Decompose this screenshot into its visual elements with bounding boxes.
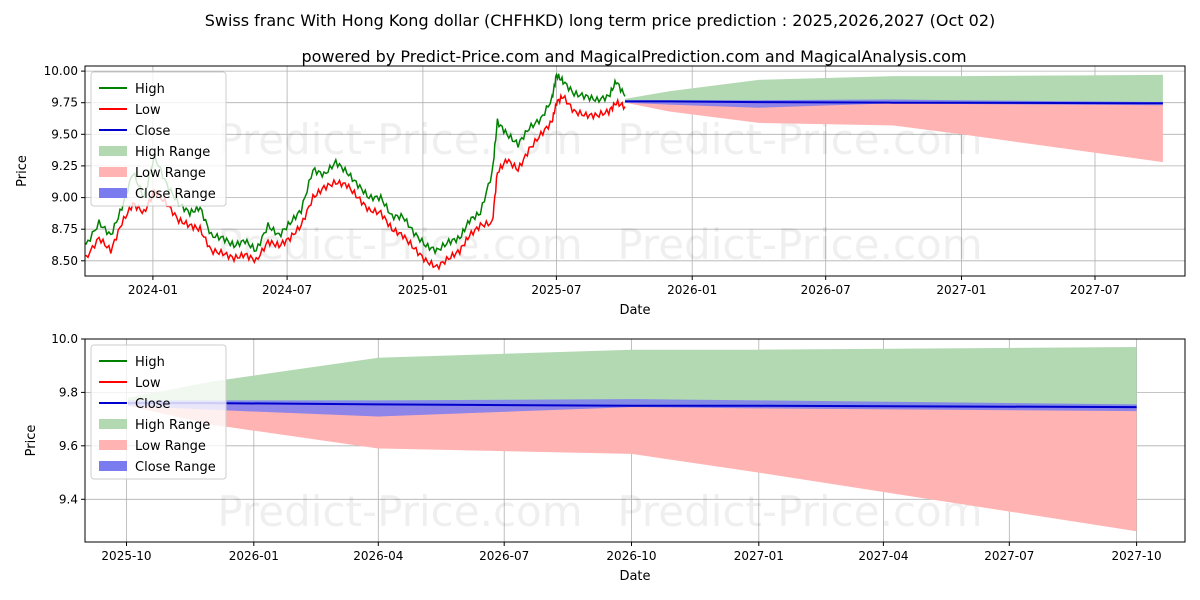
y-tick-label: 8.50 bbox=[51, 254, 78, 268]
low-range-area bbox=[127, 403, 1137, 532]
watermark-text: Predict-Price.com bbox=[217, 220, 582, 269]
legend-low-range-label: Low Range bbox=[135, 166, 206, 181]
x-tick-label: 2025-07 bbox=[531, 283, 581, 297]
x-tick-label: 2027-07 bbox=[1070, 283, 1120, 297]
x-tick-label: 2025-10 bbox=[101, 549, 151, 563]
legend-high-range-label: High Range bbox=[135, 418, 210, 433]
x-tick-label: 2026-04 bbox=[353, 549, 403, 563]
legend-close-range-swatch bbox=[99, 461, 127, 471]
legend-high-label: High bbox=[135, 355, 165, 370]
legend-low-range-swatch bbox=[99, 167, 127, 177]
x-tick-label: 2026-07 bbox=[801, 283, 851, 297]
x-tick-label: 2026-01 bbox=[667, 283, 717, 297]
x-axis-label: Date bbox=[619, 569, 650, 584]
legend-low-label: Low bbox=[135, 103, 161, 118]
legend-low-range-label: Low Range bbox=[135, 439, 206, 454]
legend-close-label: Close bbox=[135, 124, 170, 139]
chart-title: Swiss franc With Hong Kong dollar (CHFHK… bbox=[205, 11, 996, 30]
high-range-area bbox=[127, 347, 1137, 408]
x-tick-label: 2027-01 bbox=[936, 283, 986, 297]
legend-close-range-swatch bbox=[99, 188, 127, 198]
x-tick-label: 2026-10 bbox=[606, 549, 656, 563]
x-axis-label: Date bbox=[619, 303, 650, 318]
legend-high-label: High bbox=[135, 82, 165, 97]
y-tick-label: 9.00 bbox=[51, 191, 78, 205]
legend-low-range-swatch bbox=[99, 440, 127, 450]
x-tick-label: 2026-01 bbox=[229, 549, 279, 563]
legend-low-label: Low bbox=[135, 376, 161, 391]
x-tick-label: 2024-07 bbox=[262, 283, 312, 297]
watermark-text: Predict-Price.com bbox=[617, 220, 982, 269]
y-axis-label: Price bbox=[24, 425, 39, 457]
plot-frame bbox=[84, 338, 1186, 543]
legend-high-range-label: High Range bbox=[135, 145, 210, 160]
low-series-line bbox=[85, 92, 626, 271]
legend: High Low Close High Range Low Range Close Ran… bbox=[90, 71, 227, 207]
low-range-area bbox=[625, 101, 1163, 163]
y-tick-label: 8.75 bbox=[51, 222, 78, 236]
x-tick-label: 2027-10 bbox=[1112, 549, 1162, 563]
y-tick-label: 9.6 bbox=[59, 439, 78, 453]
x-tick-label: 2027-07 bbox=[984, 549, 1034, 563]
y-tick-label: 9.8 bbox=[59, 385, 78, 399]
y-tick-label: 10.0 bbox=[51, 332, 78, 346]
y-tick-label: 9.50 bbox=[51, 127, 78, 141]
legend-close-range-label: Close Range bbox=[135, 460, 216, 475]
x-tick-label: 2026-07 bbox=[479, 549, 529, 563]
watermark-text: Predict-Price.com bbox=[217, 487, 582, 536]
close-series-line bbox=[625, 100, 1163, 105]
x-tick-label: 2027-04 bbox=[858, 549, 908, 563]
y-tick-label: 10.00 bbox=[44, 64, 78, 78]
plot-frame bbox=[84, 65, 1186, 277]
legend: High Low Close High Range Low Range Close Ran… bbox=[90, 344, 227, 480]
y-tick-label: 9.4 bbox=[59, 492, 78, 506]
bottom-chart-panel: Predict-Price.comPredict-Price.comPredic… bbox=[24, 332, 1186, 584]
high-range-area bbox=[625, 74, 1163, 104]
x-tick-label: 2025-01 bbox=[398, 283, 448, 297]
chart-subtitle: powered by Predict-Price.com and Magical… bbox=[301, 47, 966, 66]
top-chart-panel: Predict-Price.com Predict-Price.com Predic… bbox=[15, 64, 1186, 318]
legend-high-range-swatch bbox=[99, 146, 127, 156]
y-axis-label: Price bbox=[15, 155, 30, 187]
watermark-text: Predict-Price.com bbox=[217, 115, 582, 164]
y-tick-label: 9.75 bbox=[51, 96, 78, 110]
x-tick-label: 2024-01 bbox=[128, 283, 178, 297]
legend-high-range-swatch bbox=[99, 419, 127, 429]
x-tick-label: 2027-01 bbox=[734, 549, 784, 563]
y-tick-label: 9.25 bbox=[51, 159, 78, 173]
legend-close-label: Close bbox=[135, 397, 170, 412]
legend-close-range-label: Close Range bbox=[135, 187, 216, 202]
